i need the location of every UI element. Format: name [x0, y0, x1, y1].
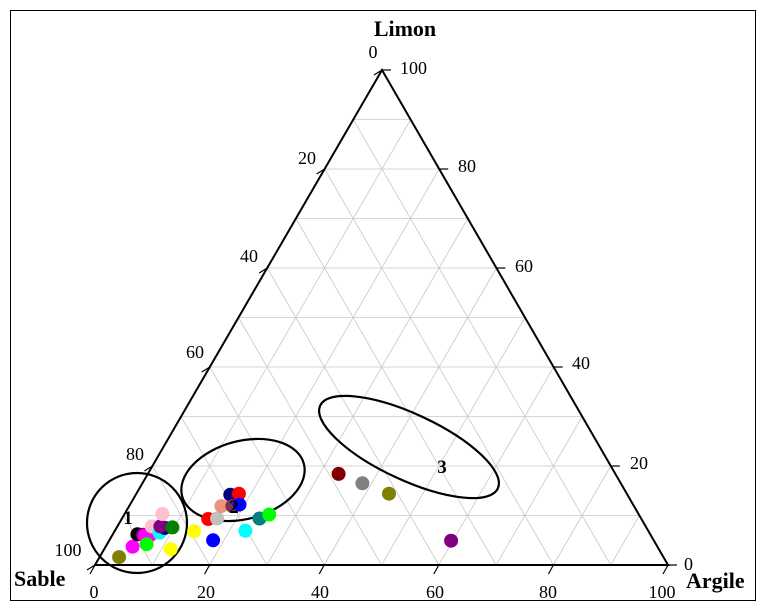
tickmark-bottom-60 — [433, 564, 440, 575]
data-point-18 — [206, 533, 221, 548]
chart-frame — [10, 10, 756, 601]
data-point-17 — [210, 511, 225, 526]
cluster-ellipse-2 — [180, 437, 306, 523]
axis-label-argile: Argile — [686, 568, 745, 593]
data-point-1 — [112, 550, 127, 565]
tickmark-bottom-100 — [662, 564, 669, 575]
data-point-27 — [331, 466, 346, 481]
tick-right-0: 0 — [684, 554, 693, 574]
cluster-ellipse-3 — [317, 394, 501, 500]
axis-label-sable: Sable — [14, 566, 66, 591]
tick-limon-0: 0 — [369, 42, 378, 62]
cluster-label-3: 3 — [437, 457, 447, 478]
data-point-21 — [231, 486, 246, 501]
data-points — [112, 466, 459, 565]
data-point-7 — [139, 537, 154, 552]
tick-right-40: 40 — [572, 353, 590, 373]
tick-argile-100: 100 — [649, 582, 676, 602]
tick-limon-20: 20 — [298, 148, 316, 168]
tick-marks — [86, 69, 677, 575]
cluster-label-1: 1 — [123, 508, 133, 529]
data-point-30 — [444, 533, 459, 548]
tick-limon-80: 80 — [126, 444, 144, 464]
tick-argile-20: 20 — [197, 582, 215, 602]
axis-label-limon: Limon — [374, 16, 436, 41]
cluster-label-2: 2 — [229, 497, 239, 518]
grid-line-argile-80 — [553, 465, 612, 566]
tickmark-bottom-20 — [204, 564, 211, 575]
grid-line-argile-70 — [495, 416, 583, 566]
tick-argile-40: 40 — [311, 582, 329, 602]
tick-limon-40: 40 — [240, 246, 258, 266]
data-point-2 — [125, 539, 140, 554]
grid-line-sable-80 — [152, 465, 210, 566]
grid-line-sable-50 — [238, 317, 382, 566]
data-point-19 — [214, 499, 229, 514]
data-point-29 — [382, 486, 396, 501]
tickmark-bottom-80 — [547, 564, 554, 575]
data-point-13 — [155, 507, 170, 521]
tick-argile-80: 80 — [539, 582, 557, 602]
tick-argile-60: 60 — [426, 582, 444, 602]
grid-line-sable-70 — [180, 416, 268, 566]
tick-limon-60: 60 — [186, 342, 204, 362]
grid-line-argile-30 — [266, 218, 469, 566]
data-point-12 — [165, 520, 180, 535]
data-point-15 — [187, 524, 202, 539]
tick-right-80: 80 — [458, 156, 476, 176]
triangle-outline — [93, 68, 670, 566]
data-point-26 — [262, 507, 277, 522]
tick-right-20: 20 — [630, 453, 648, 473]
grid-line-argile-50 — [381, 317, 526, 566]
data-point-14 — [163, 542, 178, 557]
tickmark-bottom-40 — [318, 564, 325, 575]
tick-argile-0: 0 — [90, 582, 99, 602]
grid-line-argile-60 — [438, 366, 554, 566]
data-point-11 — [153, 519, 168, 534]
grid-lines — [123, 119, 640, 566]
grid-line-argile-90 — [610, 515, 640, 566]
grid-line-sable-10 — [352, 119, 612, 566]
grid-line-argile-10 — [151, 119, 411, 566]
data-point-24 — [238, 523, 253, 538]
grid-line-sable-30 — [295, 218, 497, 566]
cluster-ellipse-1 — [85, 471, 189, 575]
tick-right-100: 100 — [400, 58, 427, 78]
data-point-23 — [232, 497, 247, 512]
grid-line-sable-60 — [209, 366, 325, 566]
tickmark-bottom-0 — [89, 564, 96, 575]
tick-right-60: 60 — [515, 256, 533, 276]
data-point-28 — [355, 476, 370, 491]
tick-limon-100: 100 — [55, 540, 82, 560]
